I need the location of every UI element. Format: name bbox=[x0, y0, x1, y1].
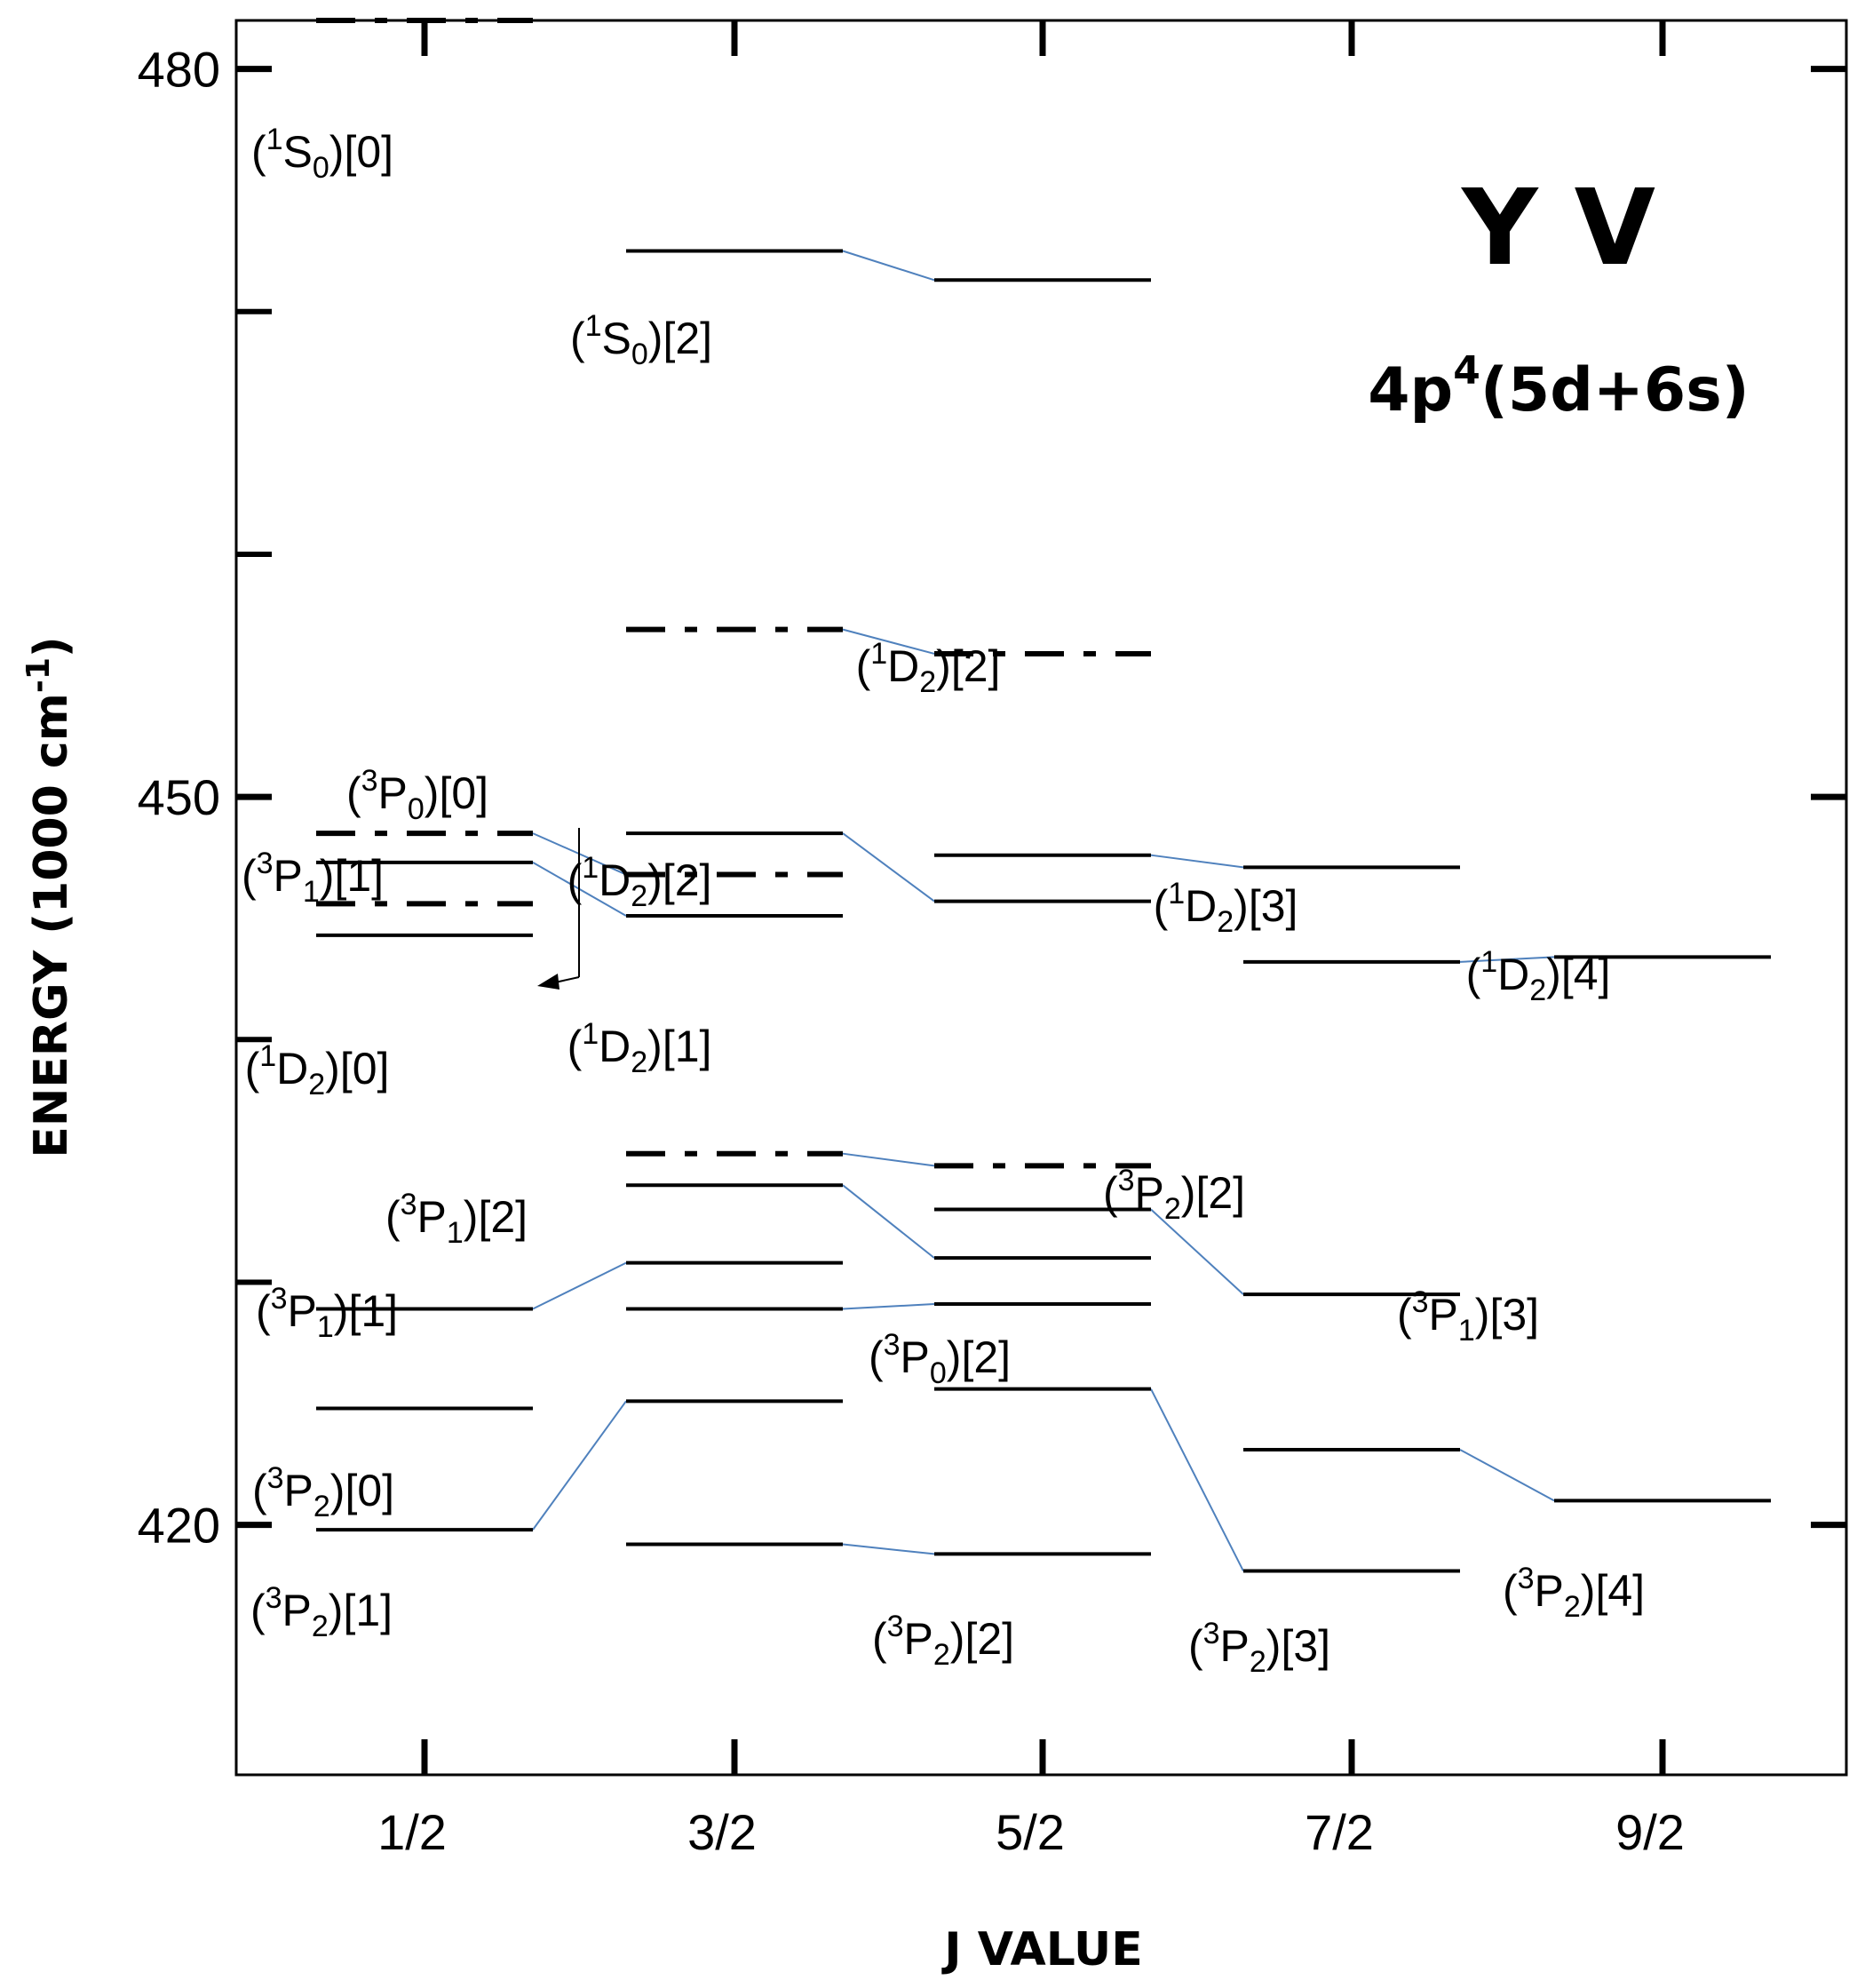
label-lab_10: (1D2)[1] bbox=[567, 1017, 712, 1079]
connector-j32_f-j52_3P2_2b bbox=[842, 1543, 935, 1555]
label-lab_12: (3P1)[2] bbox=[385, 1188, 528, 1250]
connector-j52_f-j72_3P2_3 bbox=[1150, 1388, 1244, 1571]
connector-j12_3P1_1-j32_b bbox=[532, 1261, 627, 1310]
chart-title: Y V bbox=[1460, 166, 1655, 289]
axis-ticks: 420 450 480 1/2 3/2 5/2 7/2 9/2 bbox=[138, 20, 1846, 1860]
label-lab_11: (3P2)[2] bbox=[1103, 1164, 1245, 1226]
connector-j72_b-j92_3P2_4 bbox=[1459, 1449, 1555, 1502]
connector-j32_1S0_2-j52_a bbox=[842, 250, 935, 282]
y-tick-label: 450 bbox=[138, 769, 220, 825]
y-tick-label: 480 bbox=[138, 42, 220, 98]
subtitle-base: 4p bbox=[1368, 355, 1453, 425]
label-lab_3: (1D2)[2] bbox=[856, 637, 1001, 699]
label-lab_5: (3P1)[1] bbox=[242, 847, 384, 909]
connector-j52_b-j72_1D2_3 bbox=[1150, 854, 1244, 869]
y-tick-label: 420 bbox=[138, 1498, 220, 1554]
connector-j32_1D2_2-j52_c bbox=[842, 832, 935, 903]
energy-levels bbox=[316, 18, 1771, 1573]
y-axis-title: ENERGY (1000 cm-1) bbox=[20, 636, 78, 1157]
connector-j12_3P2_1-j32_e bbox=[532, 1400, 627, 1531]
label-lab_18: (3P2)[4] bbox=[1503, 1562, 1645, 1624]
label-lab_16: (3P2)[0] bbox=[252, 1461, 394, 1523]
connector-j32_d3-j52_3P2_2 bbox=[842, 1152, 935, 1167]
connector-j32_3P1_2-j52_e bbox=[842, 1184, 935, 1259]
label-lab_7: (1D2)[3] bbox=[1154, 877, 1298, 939]
x-axis-title: J VALUE bbox=[941, 1923, 1142, 1976]
label-lab_4: (3P0)[0] bbox=[346, 764, 488, 826]
subtitle-sup: 4 bbox=[1453, 348, 1480, 394]
x-tick-label: 3/2 bbox=[687, 1804, 757, 1860]
arrow-shaft bbox=[554, 976, 580, 983]
label-lab_8: (1D2)[4] bbox=[1466, 945, 1611, 1007]
connector-j72_a-j92_1D2_4 bbox=[1459, 956, 1555, 963]
label-lab_6: (1D2)[2] bbox=[567, 851, 712, 913]
level-connectors bbox=[532, 250, 1555, 1571]
label-lab_17: (3P2)[1] bbox=[250, 1581, 393, 1643]
subtitle-rest: (5d+6s) bbox=[1480, 355, 1750, 425]
ylabel-sup: -1 bbox=[20, 657, 57, 693]
label-lab_13: (3P1)[1] bbox=[256, 1282, 398, 1344]
label-lab_20: (3P2)[3] bbox=[1188, 1617, 1330, 1679]
ylabel-base: ENERGY (1000 cm bbox=[25, 693, 78, 1158]
x-tick-label: 9/2 bbox=[1615, 1804, 1685, 1860]
label-lab_19: (3P2)[2] bbox=[872, 1610, 1014, 1672]
connector-j52_d-j72_3P1_3 bbox=[1150, 1208, 1244, 1295]
level-labels: (1S0)[0] (1S0)[2] (1D2)[2] (3P0)[0] (3P1)[1]… bbox=[242, 123, 1645, 1679]
x-tick-label: 5/2 bbox=[996, 1804, 1065, 1860]
label-lab_15: (3P0)[2] bbox=[869, 1328, 1011, 1390]
label-lab_14: (3P1)[3] bbox=[1397, 1285, 1539, 1348]
ylabel-end: ) bbox=[25, 636, 78, 657]
label-lab_2: (1S0)[2] bbox=[570, 309, 712, 371]
x-tick-label: 7/2 bbox=[1305, 1804, 1374, 1860]
label-lab_1: (1S0)[0] bbox=[251, 123, 393, 185]
chart-subtitle: 4p4(5d+6s) bbox=[1368, 348, 1750, 425]
arrowhead bbox=[537, 974, 560, 990]
x-tick-label: 1/2 bbox=[377, 1804, 447, 1860]
connector-j32_c-j52_3P0_2 bbox=[842, 1303, 935, 1310]
label-lab_9: (1D2)[0] bbox=[245, 1039, 390, 1101]
connector-j32_d1-j52_1D2_2 bbox=[842, 628, 935, 655]
